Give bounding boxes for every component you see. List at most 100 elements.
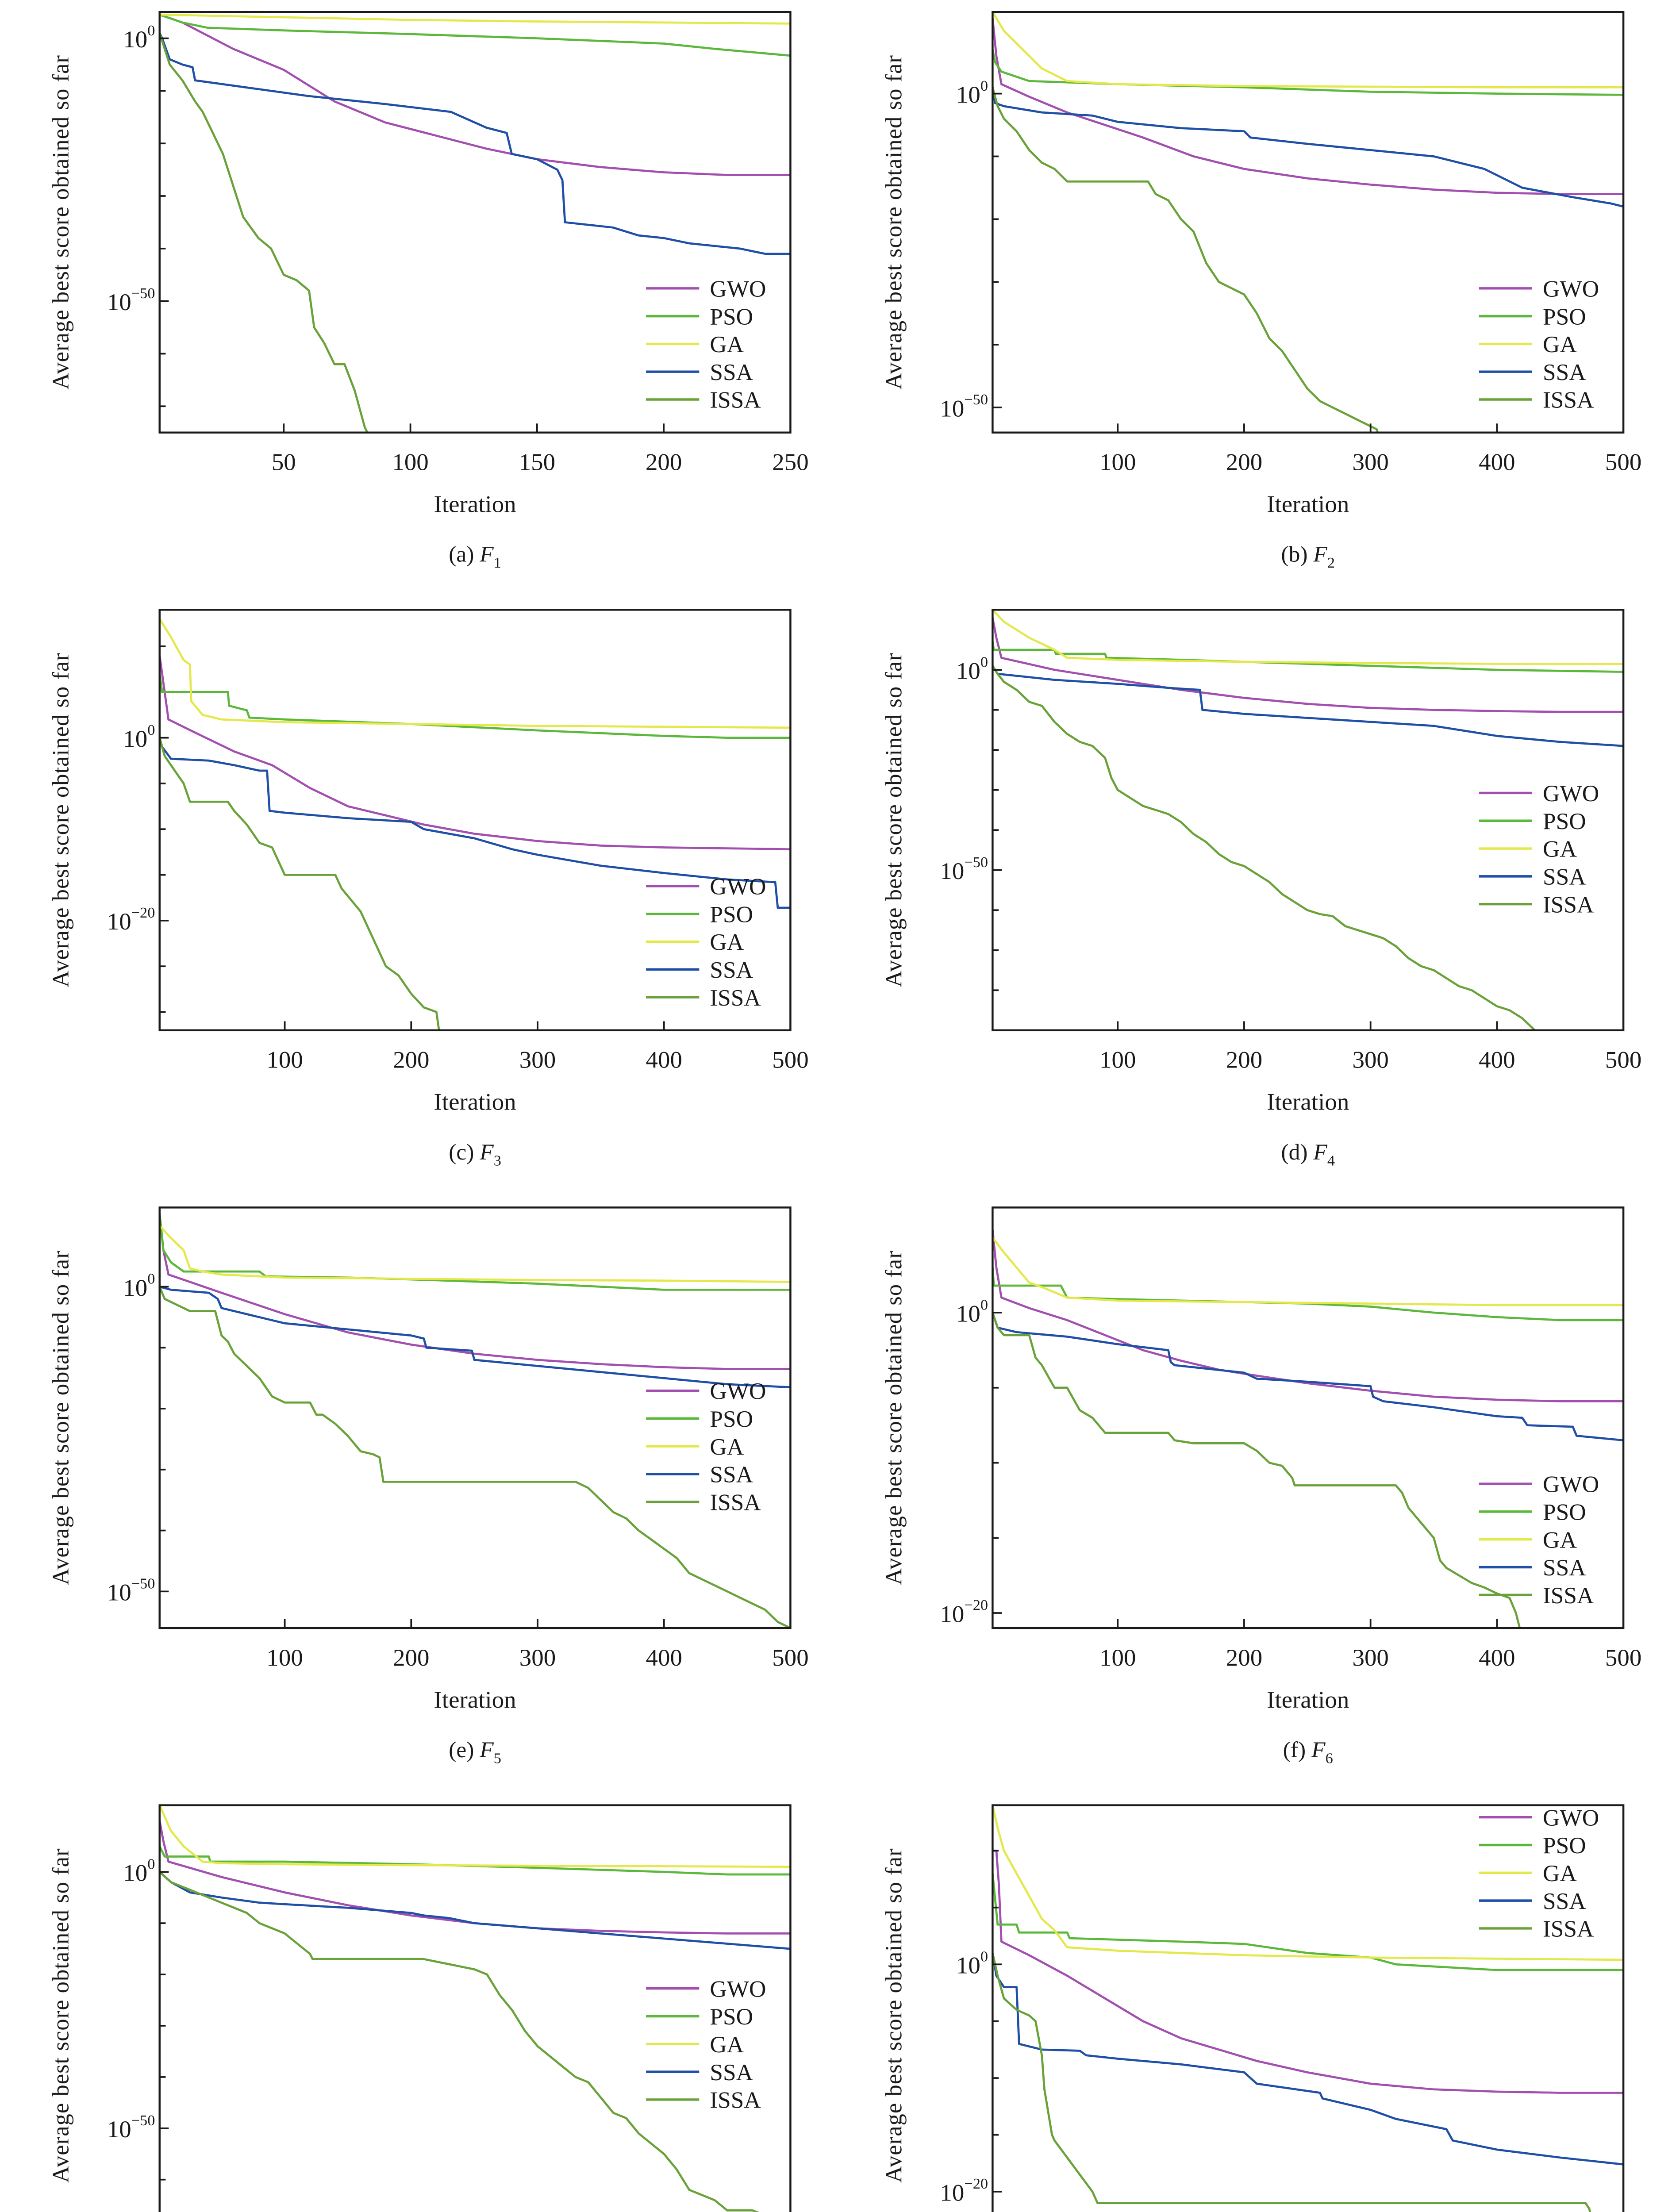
y-axis-label: Average best score obtained so far — [48, 653, 73, 987]
x-tick-label: 400 — [646, 1046, 682, 1073]
series-line-pso — [159, 1846, 791, 1876]
series-group — [159, 13, 791, 433]
x-tick-label: 300 — [519, 1644, 556, 1671]
panel-caption: (a) F1 — [449, 542, 501, 571]
y-tick-label: 100 — [123, 1271, 155, 1301]
x-tick-label: 500 — [772, 1644, 808, 1671]
legend-label-ga: GA — [710, 1434, 744, 1460]
legend-label-ssa: SSA — [710, 1462, 753, 1488]
series-line-pso — [159, 1213, 791, 1291]
panel-caption: (b) F2 — [1281, 542, 1335, 571]
x-tick-label: 150 — [519, 449, 555, 476]
y-tick-label: 10−50 — [940, 392, 988, 422]
legend-label-issa: ISSA — [710, 388, 761, 413]
y-tick-label: 10−50 — [107, 285, 155, 315]
series-line-ga — [992, 1237, 1624, 1306]
x-tick-label: 100 — [266, 1644, 303, 1671]
legend-label-gwo: GWO — [710, 1977, 766, 2002]
legend-label-pso: PSO — [710, 304, 753, 330]
x-tick-label: 500 — [1605, 449, 1641, 476]
series-line-pso — [159, 673, 791, 739]
series-line-ssa — [159, 1286, 791, 1389]
series-line-ga — [159, 13, 791, 25]
series-line-issa — [992, 1953, 1591, 2212]
series-line-gwo — [992, 18, 1624, 195]
series-group — [992, 610, 1624, 1030]
y-tick-label: 10−20 — [940, 2176, 988, 2206]
series-line-gwo — [992, 1230, 1624, 1402]
y-tick-label: 100 — [123, 722, 155, 752]
series-group — [159, 618, 791, 1030]
series-line-ssa — [992, 1312, 1624, 1441]
series-line-gwo — [159, 655, 791, 851]
x-tick-label: 400 — [1479, 1046, 1515, 1073]
series-line-ssa — [992, 1953, 1624, 2166]
plot-frame — [158, 609, 792, 1032]
legend-label-ga: GA — [710, 2032, 744, 2058]
series-line-issa — [159, 1286, 791, 1628]
x-tick-label: 250 — [772, 449, 808, 476]
series-line-ga — [992, 610, 1624, 665]
series-line-issa — [992, 1312, 1522, 1628]
legend-label-ga: GA — [1543, 332, 1577, 357]
x-tick-label: 500 — [772, 1046, 808, 1073]
series-line-gwo — [992, 617, 1624, 713]
legend-label-ssa: SSA — [1543, 864, 1586, 890]
series-line-ssa — [992, 665, 1624, 747]
legend-label-issa: ISSA — [710, 1490, 761, 1516]
legend-label-ssa: SSA — [1543, 1889, 1586, 1914]
legend-label-ssa: SSA — [710, 2060, 753, 2085]
legend-label-pso: PSO — [710, 2004, 753, 2030]
legend-label-gwo: GWO — [1543, 1805, 1599, 1831]
plot-frame — [992, 609, 1625, 1032]
series-line-ssa — [992, 87, 1624, 208]
legend-label-issa: ISSA — [1543, 892, 1594, 918]
legend-label-ssa: SSA — [710, 360, 753, 385]
series-line-ga — [159, 618, 791, 729]
x-tick-label: 200 — [1226, 1046, 1262, 1073]
x-tick-label: 200 — [1226, 1644, 1262, 1671]
x-tick-label: 400 — [1479, 449, 1515, 476]
series-line-issa — [159, 737, 440, 1030]
x-tick-label: 300 — [519, 1046, 556, 1073]
x-tick-label: 50 — [272, 449, 296, 476]
series-line-gwo — [159, 1820, 791, 1935]
y-axis-label: Average best score obtained so far — [881, 55, 907, 390]
plot-frame — [158, 11, 792, 434]
series-line-issa — [159, 32, 369, 433]
y-axis-label: Average best score obtained so far — [48, 1848, 73, 2183]
panel-b: 100 200 300 400 500 100 10−50 Average best scor… — [836, 0, 1672, 589]
legend-label-gwo: GWO — [710, 874, 766, 900]
legend-label-ga: GA — [710, 332, 744, 357]
panel-caption: (e) F5 — [449, 1737, 501, 1767]
legend-label-issa: ISSA — [710, 2088, 761, 2113]
legend-label-ga: GA — [1543, 837, 1577, 862]
series-line-issa — [992, 665, 1536, 1030]
x-tick-label: 500 — [1605, 1046, 1641, 1073]
legend-label-issa: ISSA — [1543, 1916, 1594, 1942]
legend-label-ga: GA — [1543, 1861, 1577, 1886]
series-line-gwo — [992, 1849, 1624, 2094]
series-line-ssa — [159, 1871, 791, 1950]
x-tick-label: 100 — [1099, 1644, 1136, 1671]
y-tick-label: 10−50 — [107, 2112, 155, 2143]
y-axis-label: Average best score obtained so far — [48, 55, 73, 390]
series-line-ga — [159, 1805, 791, 1868]
y-tick-label: 100 — [956, 1297, 988, 1327]
legend-label-gwo: GWO — [710, 276, 766, 302]
x-tick-label: 100 — [1099, 449, 1136, 476]
legend-label-pso: PSO — [1543, 809, 1586, 834]
series-line-gwo — [159, 1213, 791, 1370]
x-tick-label: 200 — [393, 1046, 429, 1073]
